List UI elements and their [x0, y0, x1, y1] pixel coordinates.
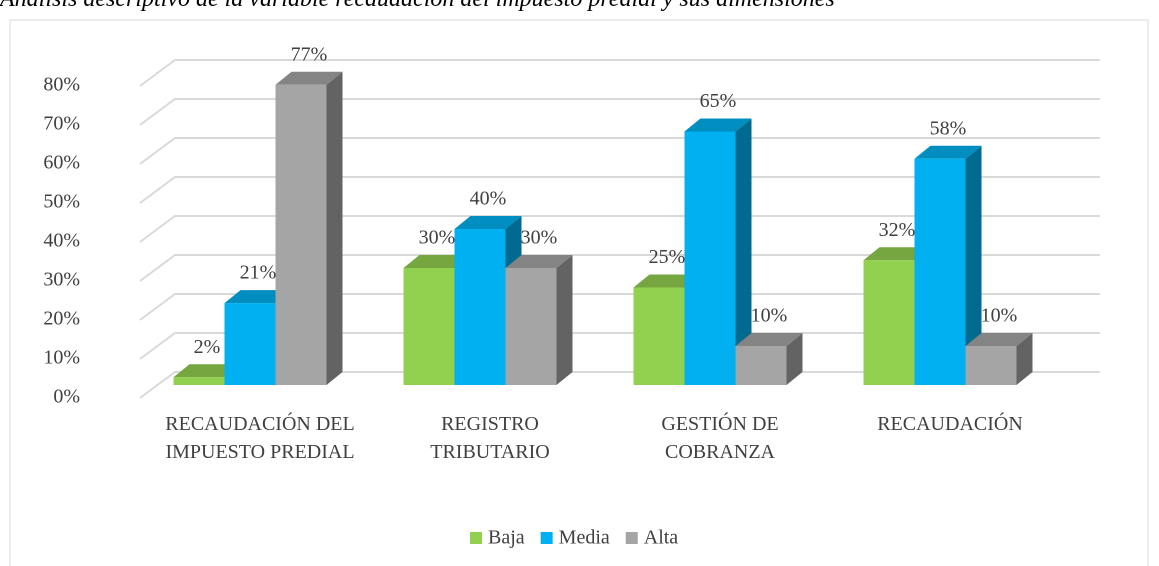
legend-label: Media	[559, 527, 610, 549]
legend-swatch	[540, 532, 553, 544]
bar	[965, 333, 1033, 385]
y-tick-label: 70%	[43, 113, 80, 135]
x-tick-label: RECAUDACIÓN DEL IMPUESTO PREDIAL	[165, 413, 355, 463]
bar	[735, 333, 803, 385]
bar	[684, 118, 752, 385]
y-tick-label: 10%	[43, 347, 80, 369]
data-label: 40%	[470, 188, 507, 210]
data-label: 10%	[751, 305, 788, 327]
y-tick-label: 50%	[43, 191, 80, 213]
grid-line	[139, 137, 1100, 165]
bar	[275, 71, 343, 385]
x-tick-label: RECAUDACIÓN	[877, 413, 1023, 435]
data-label: 21%	[240, 262, 277, 284]
data-label: 30%	[521, 227, 558, 249]
bar	[914, 145, 982, 385]
grid-line	[139, 98, 1100, 126]
legend-label: Baja	[488, 527, 525, 549]
y-tick-label: 40%	[43, 230, 80, 252]
grid-line	[139, 293, 1100, 321]
legend-swatch	[625, 532, 638, 544]
y-tick-label: 0%	[53, 386, 80, 408]
y-tick-label: 20%	[43, 308, 80, 330]
chart-frame	[9, 19, 1149, 566]
grid-line	[139, 215, 1100, 243]
data-label: 2%	[194, 336, 221, 358]
data-label: 77%	[291, 43, 328, 65]
data-label: 10%	[981, 305, 1018, 327]
y-tick-label: 60%	[43, 152, 80, 174]
grid-line	[139, 254, 1100, 282]
y-tick-label: 30%	[43, 269, 80, 291]
data-label: 30%	[419, 227, 456, 249]
x-tick-label: REGISTRO TRIBUTARIO	[430, 413, 550, 463]
data-label: 58%	[930, 117, 967, 139]
legend-label: Alta	[644, 527, 679, 549]
bar	[505, 255, 573, 385]
legend-swatch	[470, 532, 482, 544]
grid-line	[139, 59, 1100, 87]
x-tick-label: GESTIÓN DE COBRANZA	[661, 413, 779, 463]
data-label: 65%	[700, 90, 737, 112]
y-tick-label: 80%	[43, 74, 80, 96]
chart-title: Análisis descriptivo de la variable reca…	[0, 0, 1159, 13]
data-label: 32%	[879, 219, 916, 241]
data-label: 25%	[649, 246, 686, 268]
grid-line	[139, 176, 1100, 204]
